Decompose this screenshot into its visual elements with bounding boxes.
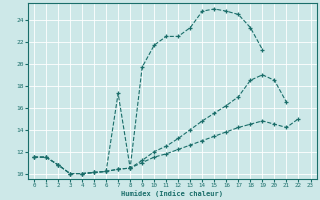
X-axis label: Humidex (Indice chaleur): Humidex (Indice chaleur) bbox=[121, 190, 223, 197]
